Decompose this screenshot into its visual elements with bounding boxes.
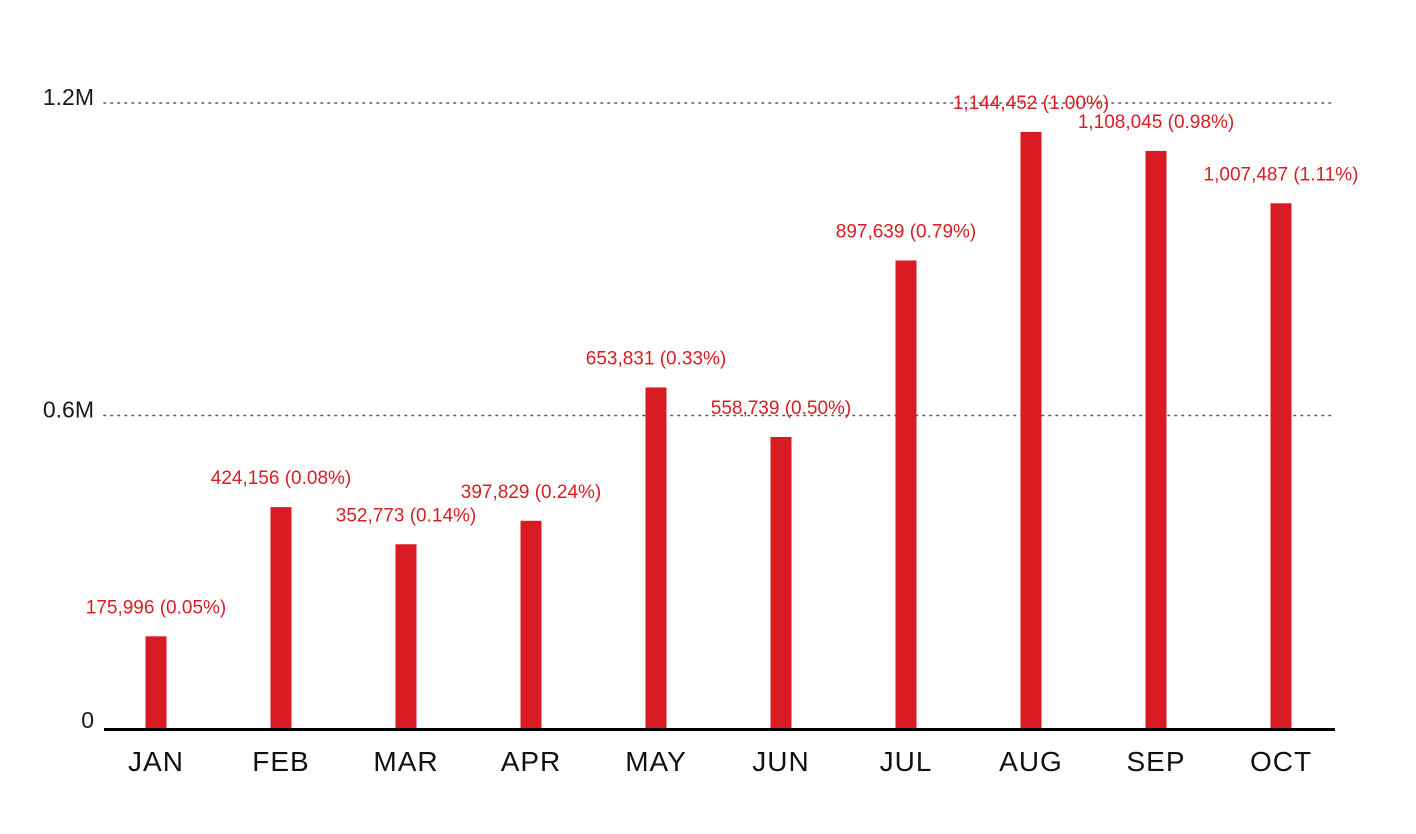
data-label-mar: 352,773 (0.14%): [336, 505, 477, 526]
x-tick-label-aug: AUG: [999, 746, 1063, 777]
x-tick-label-feb: FEB: [252, 746, 309, 777]
data-label-may: 653,831 (0.33%): [586, 348, 727, 369]
bar-may: [645, 387, 667, 728]
bar-jan: [145, 636, 167, 728]
x-tick-label-sep: SEP: [1126, 746, 1185, 777]
data-label-jun: 558,739 (0.50%): [711, 398, 852, 419]
data-label-jul: 897,639 (0.79%): [836, 221, 977, 242]
data-label-feb: 424,156 (0.08%): [211, 468, 352, 489]
data-labels: 175,996 (0.05%) 424,156 (0.08%) 352,773 (0…: [86, 93, 1359, 618]
data-label-jan: 175,996 (0.05%): [86, 597, 227, 618]
y-axis-ticks: 0 0.6M 1.2M: [43, 84, 94, 733]
x-axis: JAN FEB MAR APR MAY JUN JUL AUG SEP OCT: [104, 728, 1335, 777]
bar-jun: [770, 436, 792, 728]
data-label-sep: 1,108,045 (0.98%): [1078, 112, 1234, 133]
x-tick-label-jun: JUN: [752, 746, 809, 777]
bar-feb: [270, 507, 292, 728]
bar-sep: [1145, 150, 1167, 728]
bar-aug: [1020, 131, 1042, 728]
bar-mar: [395, 544, 417, 728]
bar-oct: [1270, 203, 1292, 728]
data-label-apr: 397,829 (0.24%): [461, 482, 602, 503]
bar-apr: [520, 520, 542, 728]
y-tick-label: 0.6M: [43, 397, 94, 423]
gridlines: [103, 102, 1336, 417]
x-tick-label-may: MAY: [625, 746, 687, 777]
data-label-aug: 1,144,452 (1.00%): [953, 93, 1109, 114]
bar-jul: [895, 260, 917, 728]
x-tick-label-jul: JUL: [880, 746, 933, 777]
x-tick-label-apr: APR: [501, 746, 562, 777]
y-tick-label: 0: [81, 707, 94, 733]
x-tick-label-oct: OCT: [1250, 746, 1312, 777]
x-tick-label-jan: JAN: [128, 746, 184, 777]
y-tick-label: 1.2M: [43, 84, 94, 110]
bars: [145, 131, 1292, 728]
data-label-oct: 1,007,487 (1.11%): [1204, 164, 1359, 185]
x-tick-label-mar: MAR: [373, 746, 438, 777]
